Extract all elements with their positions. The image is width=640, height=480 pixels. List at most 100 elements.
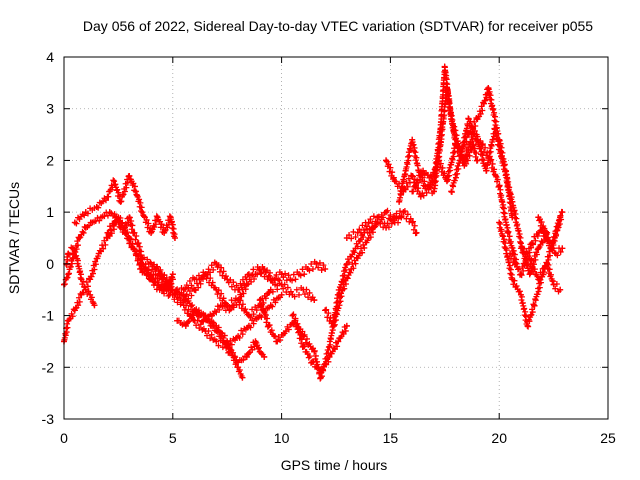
data-point bbox=[322, 307, 329, 314]
data-point bbox=[182, 322, 189, 329]
data-point bbox=[200, 312, 207, 319]
data-point bbox=[311, 297, 318, 304]
data-point bbox=[400, 209, 407, 216]
data-point bbox=[87, 276, 94, 283]
data-point bbox=[343, 235, 350, 241]
data-point bbox=[396, 198, 403, 205]
data-point bbox=[322, 266, 329, 273]
data-point bbox=[213, 338, 220, 345]
data-point bbox=[226, 348, 233, 355]
data-point bbox=[489, 105, 496, 112]
data-point bbox=[208, 312, 215, 319]
data-point bbox=[104, 229, 111, 236]
data-point bbox=[330, 322, 337, 329]
series-arc12 bbox=[289, 224, 376, 382]
data-point bbox=[500, 162, 507, 169]
data-point bbox=[267, 286, 274, 293]
data-point bbox=[139, 209, 146, 216]
data-point bbox=[502, 245, 509, 252]
data-point bbox=[202, 328, 209, 335]
data-point bbox=[126, 172, 133, 179]
data-point bbox=[76, 235, 83, 241]
y-tick-label: 3 bbox=[46, 101, 54, 117]
data-point bbox=[422, 183, 429, 190]
data-point bbox=[148, 276, 155, 283]
data-point bbox=[356, 250, 363, 257]
data-point bbox=[243, 281, 250, 288]
data-point bbox=[224, 276, 231, 283]
data-point bbox=[343, 260, 350, 267]
data-point bbox=[65, 271, 72, 278]
data-point bbox=[132, 188, 139, 195]
series-arc3 bbox=[71, 172, 178, 241]
data-point bbox=[174, 317, 181, 324]
data-point bbox=[104, 193, 111, 200]
data-point bbox=[348, 266, 355, 273]
data-point bbox=[87, 291, 94, 298]
data-point bbox=[169, 271, 176, 278]
data-point bbox=[82, 224, 89, 231]
data-point bbox=[391, 219, 398, 226]
data-point bbox=[474, 157, 481, 164]
data-point bbox=[167, 214, 174, 221]
data-point bbox=[117, 198, 124, 205]
data-point bbox=[111, 178, 118, 185]
data-point bbox=[296, 271, 303, 278]
data-point bbox=[180, 302, 187, 309]
data-point bbox=[289, 312, 296, 319]
data-point bbox=[300, 333, 307, 340]
data-point bbox=[202, 271, 209, 278]
data-point bbox=[93, 203, 100, 210]
data-point bbox=[148, 260, 155, 267]
data-point bbox=[559, 209, 566, 216]
data-point bbox=[517, 271, 524, 278]
data-point bbox=[158, 271, 165, 278]
data-point bbox=[106, 209, 113, 216]
data-point bbox=[69, 245, 76, 252]
data-point bbox=[457, 157, 464, 164]
data-point bbox=[517, 291, 524, 298]
data-point bbox=[252, 338, 259, 345]
data-point bbox=[550, 281, 557, 288]
data-point bbox=[180, 297, 187, 304]
data-point bbox=[326, 343, 333, 350]
data-point bbox=[524, 322, 531, 329]
data-point bbox=[365, 235, 372, 241]
data-point bbox=[137, 260, 144, 267]
x-tick-label: 5 bbox=[169, 430, 177, 446]
data-point bbox=[409, 188, 416, 195]
data-point bbox=[313, 260, 320, 267]
x-axis-label: GPS time / hours bbox=[281, 457, 388, 473]
x-tick-label: 10 bbox=[274, 430, 290, 446]
y-tick-label: 2 bbox=[46, 152, 54, 168]
data-point bbox=[409, 219, 416, 226]
series-arc4 bbox=[63, 244, 98, 309]
data-point bbox=[417, 193, 424, 200]
x-tick-label: 15 bbox=[383, 430, 399, 446]
data-point bbox=[470, 141, 477, 148]
data-point bbox=[557, 286, 564, 293]
data-point bbox=[235, 333, 242, 340]
data-point bbox=[465, 116, 472, 123]
data-point bbox=[278, 291, 285, 298]
data-series-group bbox=[61, 63, 566, 382]
data-point bbox=[365, 219, 372, 226]
data-point bbox=[300, 343, 307, 350]
data-point bbox=[504, 229, 511, 236]
y-tick-label: -1 bbox=[42, 308, 55, 324]
data-point bbox=[559, 245, 566, 252]
data-point bbox=[97, 214, 104, 221]
data-point bbox=[158, 281, 165, 288]
data-point bbox=[95, 250, 102, 257]
data-point bbox=[548, 245, 555, 252]
data-point bbox=[526, 255, 533, 262]
y-tick-label: 0 bbox=[46, 256, 54, 272]
data-point bbox=[430, 188, 437, 195]
data-point bbox=[213, 286, 220, 293]
data-point bbox=[267, 302, 274, 309]
data-point bbox=[191, 276, 198, 283]
data-point bbox=[409, 172, 416, 179]
series-arc14 bbox=[343, 207, 420, 242]
data-point bbox=[391, 178, 398, 185]
